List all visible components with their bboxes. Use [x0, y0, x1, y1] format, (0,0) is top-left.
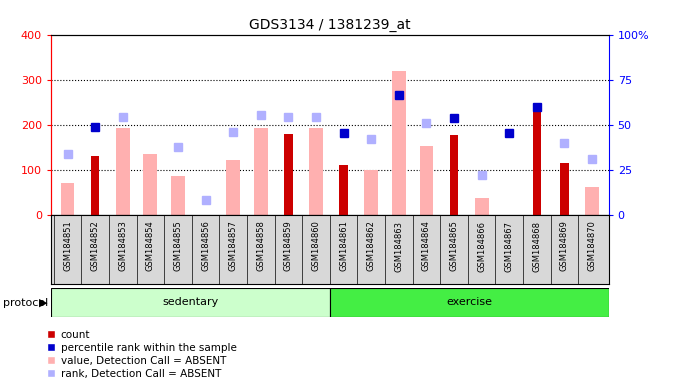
Bar	[61, 184, 75, 215]
Text: GSM184853: GSM184853	[118, 220, 127, 271]
Bar	[171, 176, 185, 215]
Text: GSM184859: GSM184859	[284, 220, 293, 271]
Text: GSM184855: GSM184855	[173, 220, 182, 271]
Text: GSM184867: GSM184867	[505, 220, 513, 271]
Bar	[420, 146, 433, 215]
Text: GSM184852: GSM184852	[90, 220, 100, 271]
Bar	[560, 163, 568, 215]
Text: GSM184856: GSM184856	[201, 220, 210, 271]
Text: GSM184854: GSM184854	[146, 220, 155, 271]
Bar	[392, 71, 406, 215]
Text: exercise: exercise	[446, 297, 492, 308]
Text: GSM184861: GSM184861	[339, 220, 348, 271]
Text: GSM184868: GSM184868	[532, 220, 541, 271]
Bar	[254, 128, 268, 215]
Text: GSM184865: GSM184865	[449, 220, 458, 271]
Text: GSM184851: GSM184851	[63, 220, 72, 271]
Bar	[284, 134, 292, 215]
Bar	[364, 170, 378, 215]
Text: protocol: protocol	[3, 298, 49, 308]
Bar	[330, 288, 609, 317]
Bar	[475, 198, 488, 215]
Bar	[450, 135, 458, 215]
Bar	[116, 128, 130, 215]
Bar	[226, 159, 240, 215]
Bar	[309, 128, 323, 215]
Text: GSM184860: GSM184860	[311, 220, 320, 271]
Bar	[91, 156, 99, 215]
Bar	[585, 187, 599, 215]
Text: GSM184862: GSM184862	[367, 220, 376, 271]
Text: GSM184863: GSM184863	[394, 220, 403, 271]
Text: sedentary: sedentary	[163, 297, 218, 308]
Bar	[339, 166, 347, 215]
Text: GSM184869: GSM184869	[560, 220, 569, 271]
Text: GSM184857: GSM184857	[228, 220, 238, 271]
Bar	[143, 154, 157, 215]
Title: GDS3134 / 1381239_at: GDS3134 / 1381239_at	[249, 18, 411, 32]
Bar	[51, 288, 330, 317]
Text: GSM184858: GSM184858	[256, 220, 265, 271]
Bar	[532, 104, 541, 215]
Text: GSM184864: GSM184864	[422, 220, 431, 271]
Text: ▶: ▶	[39, 298, 48, 308]
Text: GSM184870: GSM184870	[588, 220, 596, 271]
Text: GSM184866: GSM184866	[477, 220, 486, 271]
Legend: count, percentile rank within the sample, value, Detection Call = ABSENT, rank, : count, percentile rank within the sample…	[46, 330, 237, 379]
